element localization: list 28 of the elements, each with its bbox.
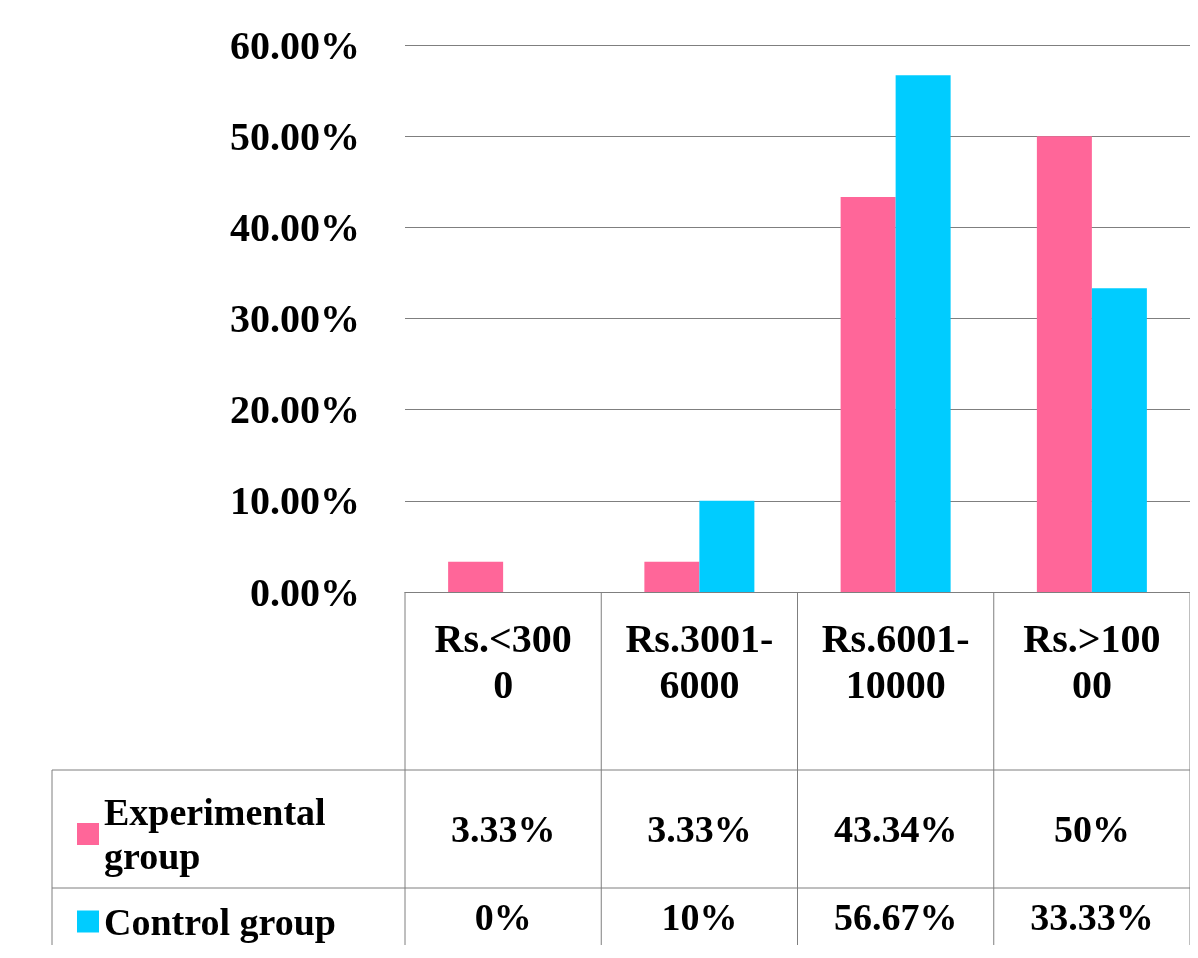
legend-label: Experimental group xyxy=(104,791,336,877)
x-tick-label: Rs.<3000 xyxy=(434,615,572,707)
x-tick-label: Rs.>10000 xyxy=(1023,615,1161,707)
data-label: 3.33% xyxy=(450,808,556,850)
y-tick-label: 40.00% xyxy=(230,204,360,250)
y-tick-label: 30.00% xyxy=(230,296,360,341)
legend-label: Control group xyxy=(104,900,336,943)
data-label: 33.33% xyxy=(1030,895,1154,938)
data-label: 43.34% xyxy=(833,808,958,850)
bar xyxy=(1091,288,1147,592)
bar xyxy=(1036,136,1092,592)
bar xyxy=(644,561,700,592)
bar xyxy=(895,75,951,592)
data-label: 56.67% xyxy=(833,895,958,938)
bar xyxy=(840,196,896,592)
data-label: 10% xyxy=(661,895,738,938)
bar xyxy=(448,561,504,592)
y-tick-label: 10.00% xyxy=(230,478,360,524)
y-tick-label: 60.00% xyxy=(230,22,360,68)
x-tick-label: Rs.3001-6000 xyxy=(625,615,774,707)
data-label: 0% xyxy=(474,895,532,938)
data-label: 50% xyxy=(1053,808,1130,850)
bar xyxy=(699,500,755,592)
y-tick-label: 20.00% xyxy=(230,387,360,433)
data-label: 3.33% xyxy=(647,808,752,850)
x-tick-label: Rs.6001-10000 xyxy=(821,615,970,707)
y-tick-label: 0.00% xyxy=(250,569,360,615)
y-tick-label: 50.00% xyxy=(230,113,360,159)
